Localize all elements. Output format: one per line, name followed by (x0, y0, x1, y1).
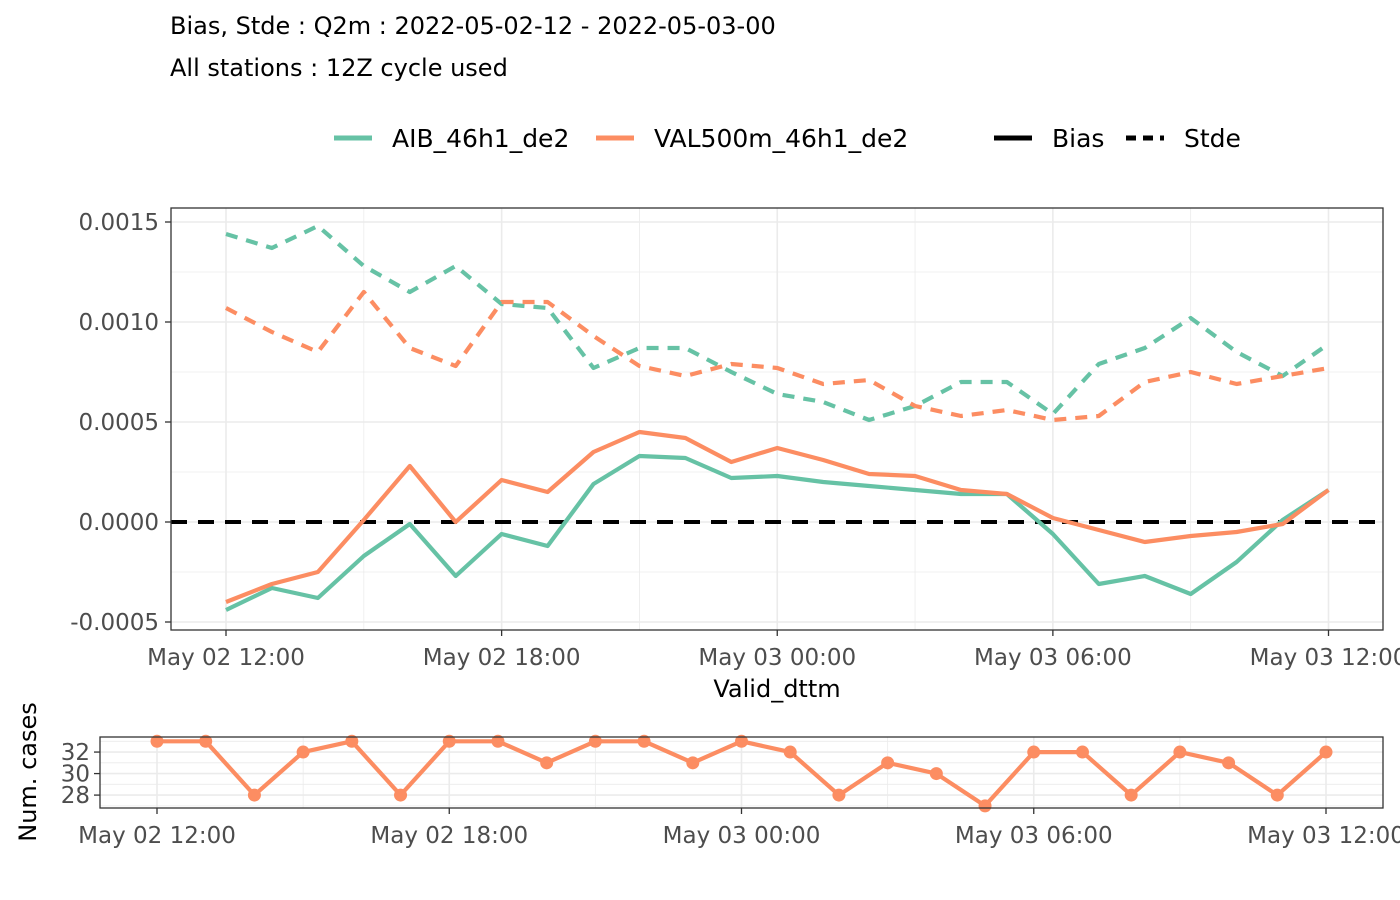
num-cases-point (881, 756, 895, 770)
legend-label-bias: Bias (1052, 124, 1104, 153)
x-tick-label: May 03 06:00 (955, 823, 1113, 849)
num-cases-point (442, 734, 456, 748)
num-cases-point (296, 745, 310, 759)
x-tick-label: May 02 12:00 (78, 823, 236, 849)
x-tick-label: May 03 00:00 (698, 645, 856, 671)
num-cases-point (491, 734, 505, 748)
num-cases-point (199, 734, 213, 748)
x-tick-label: May 02 18:00 (423, 645, 581, 671)
num-cases-point (150, 734, 164, 748)
num-cases-point (588, 734, 602, 748)
legend-label-aib: AIB_46h1_de2 (392, 124, 569, 153)
series-line-bias-aib (225, 453, 1330, 612)
y-tick-label: 32 (61, 740, 90, 766)
num-cases-point (686, 756, 700, 770)
num-cases-point (978, 799, 992, 813)
num-cases-point (1173, 745, 1187, 759)
num-cases-point (247, 788, 261, 802)
x-tick-label: May 02 12:00 (147, 645, 305, 671)
x-tick-label: May 02 18:00 (370, 823, 528, 849)
series-line-stde-aib (225, 223, 1330, 423)
y-tick-label: 0.0015 (79, 210, 159, 236)
num-cases-point (735, 734, 748, 748)
x-tick-label: May 03 00:00 (663, 823, 821, 849)
chart-title: Bias, Stde : Q2m : 2022-05-02-12 - 2022-… (170, 12, 776, 40)
num-cases-point (1319, 745, 1333, 759)
x-tick-label: May 03 06:00 (974, 645, 1132, 671)
num-cases-point (394, 788, 408, 802)
x-tick-label: May 03 12:00 (1247, 823, 1400, 849)
series-line-bias-val500m (225, 429, 1330, 604)
y-axis-title: Num. cases (14, 702, 42, 841)
y-tick-label: 0.0005 (79, 410, 159, 436)
num-cases-point (1222, 756, 1236, 770)
y-tick-label: 0.0000 (79, 510, 159, 536)
legend-label-val500m: VAL500m_46h1_de2 (654, 124, 908, 153)
bias-stde-panel: -0.0005 0.0000 0.0005 0.0010 0.0015 May 02 12… (70, 207, 1400, 703)
series-line-stde-val500m (225, 289, 1329, 423)
num-cases-point (637, 734, 651, 748)
x-tick-label: May 03 12:00 (1250, 645, 1400, 671)
chart-subtitle: All stations : 12Z cycle used (170, 54, 508, 82)
x-axis-title: Valid_dttm (713, 675, 840, 703)
legend: AIB_46h1_de2 VAL500m_46h1_de2 Bias Stde (334, 124, 1241, 153)
num-cases-point (540, 756, 554, 770)
num-cases-point (1270, 788, 1284, 802)
num-cases-point (783, 745, 797, 759)
num-cases-point (1124, 788, 1138, 802)
num-cases-point (832, 788, 846, 802)
num-cases-point (345, 734, 359, 748)
y-tick-label: 28 (61, 783, 90, 809)
y-tick-label: 0.0010 (79, 310, 159, 336)
num-cases-point (1075, 745, 1089, 759)
num-cases-point (1027, 745, 1041, 759)
num-cases-point (929, 767, 943, 781)
y-tick-label: -0.0005 (70, 610, 159, 636)
y-tick-label: 30 (61, 762, 90, 788)
legend-label-stde: Stde (1184, 124, 1241, 153)
